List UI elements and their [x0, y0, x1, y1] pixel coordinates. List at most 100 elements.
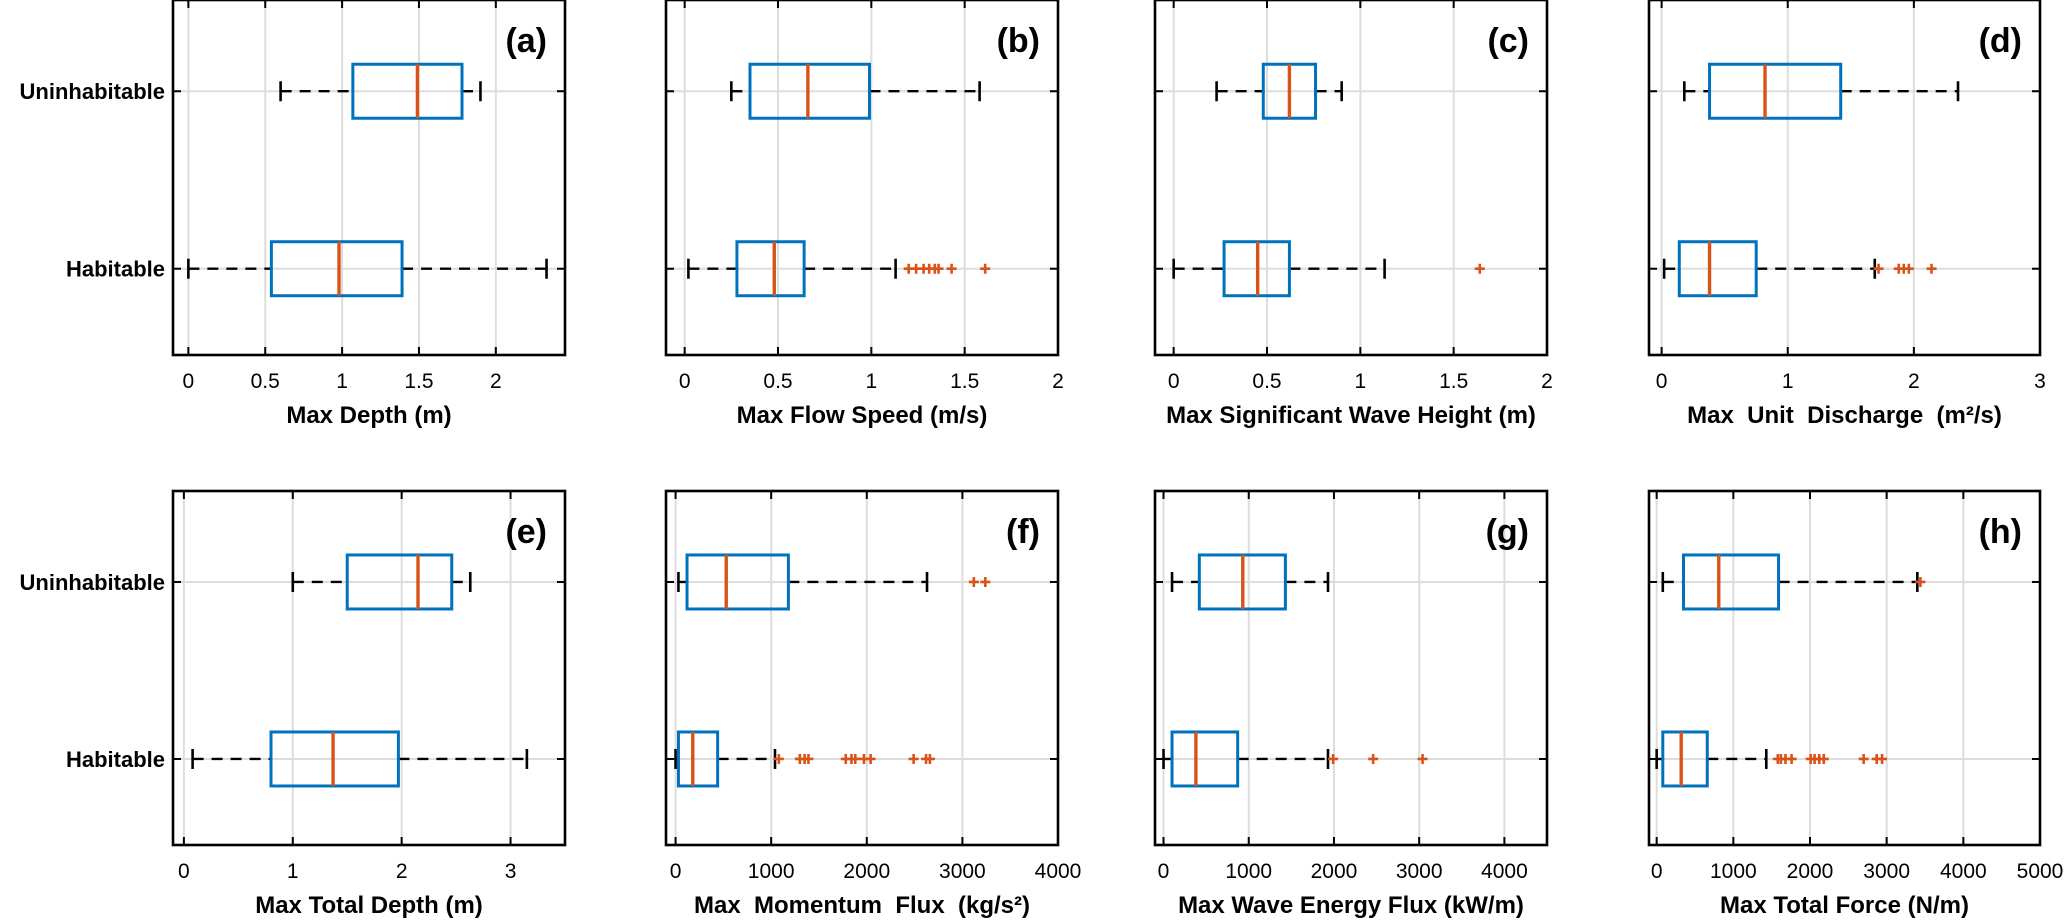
x-tick-label: 2: [1052, 370, 1064, 393]
outlier-marker: [1328, 753, 1339, 764]
axes-frame: [171, 489, 567, 847]
axes-frame: [1647, 0, 2042, 357]
x-tick-label: 2000: [1787, 860, 1834, 883]
box-iqr: [676, 730, 720, 788]
outlier-marker: [865, 753, 876, 764]
x-axis-label: Max Total Force (N/m): [1720, 892, 1969, 919]
outlier-marker: [850, 753, 861, 764]
x-tick-label: 1: [865, 370, 877, 393]
x-tick-label: 4000: [1940, 860, 1987, 883]
x-tick-label: 2: [1541, 370, 1553, 393]
x-tick-label: 2000: [1311, 860, 1358, 883]
x-axis-label: Max Depth (m): [286, 402, 451, 429]
axes-frame: [1153, 0, 1549, 357]
box-iqr: [345, 553, 454, 611]
box-iqr: [748, 62, 871, 120]
x-axis-label: Max Momentum Flux (kg/s²): [694, 892, 1030, 919]
outlier-marker: [803, 753, 814, 764]
outlier-marker: [968, 576, 979, 587]
outlier-marker: [1786, 753, 1797, 764]
box-iqr: [735, 240, 806, 298]
x-tick-label: 1.5: [1439, 370, 1468, 393]
x-tick-label: 0.5: [1252, 370, 1281, 393]
x-tick-label: 1: [1782, 370, 1794, 393]
x-tick-label: 4000: [1035, 860, 1082, 883]
x-axis-label: Max Unit Discharge (m²/s): [1687, 402, 2002, 429]
x-tick-label: 0: [670, 860, 682, 883]
outlier-marker: [908, 753, 919, 764]
x-tick-label: 0: [1158, 860, 1170, 883]
outlier-marker: [1417, 753, 1428, 764]
y-category-label: Habitable: [66, 257, 165, 282]
x-tick-label: 3: [2034, 370, 2046, 393]
x-tick-label: 1000: [1225, 860, 1272, 883]
panel-label: (g): [1486, 513, 1529, 551]
x-axis-label: Max Significant Wave Height (m): [1166, 402, 1536, 429]
x-tick-label: 1: [287, 860, 299, 883]
x-tick-label: 0: [178, 860, 190, 883]
outlier-marker: [1858, 753, 1869, 764]
x-tick-label: 3: [505, 860, 517, 883]
panel-label: (c): [1487, 22, 1529, 60]
box-iqr: [685, 553, 790, 611]
panel-label: (h): [1979, 513, 2022, 551]
axes-frame: [171, 0, 567, 357]
outlier-marker: [1926, 263, 1937, 274]
box-iqr: [1170, 730, 1240, 788]
outlier-marker: [980, 576, 991, 587]
outlier-marker: [946, 263, 957, 274]
panel-label: (a): [505, 22, 547, 60]
y-category-label: Uninhabitable: [20, 79, 165, 104]
y-category-label: Uninhabitable: [20, 570, 165, 595]
x-tick-label: 0.5: [251, 370, 280, 393]
x-tick-label: 0: [1656, 370, 1668, 393]
axes-frame: [664, 489, 1060, 847]
x-axis-label: Max Total Depth (m): [255, 892, 483, 919]
panel-a: 0 0.5 1 1.5 2 Uninhabitable Habitable Max Depth…: [20, 0, 567, 429]
outlier-marker: [1873, 263, 1884, 274]
x-tick-label: 5000: [2017, 860, 2064, 883]
panel-d: 0 1 2 3 Max Unit Discharge (m²/s) (d): [1647, 0, 2046, 429]
box-iqr: [1708, 62, 1843, 120]
outlier-marker: [1915, 576, 1926, 587]
box-iqr: [269, 240, 404, 298]
x-tick-label: 3000: [939, 860, 986, 883]
outlier-marker: [1903, 263, 1914, 274]
box-iqr: [351, 62, 464, 120]
axes-frame: [664, 0, 1060, 357]
box-iqr: [1677, 240, 1758, 298]
axes-frame: [1153, 489, 1549, 847]
x-tick-label: 1000: [1710, 860, 1757, 883]
panel-e: 0 1 2 3 Uninhabitable Habitable Max Total Dept…: [20, 489, 567, 919]
box-iqr: [1661, 730, 1709, 788]
outlier-marker: [773, 753, 784, 764]
panel-h: 0 1000 2000 3000 4000 5000 Max Total Force (N/…: [1647, 489, 2064, 919]
box-iqr: [1682, 553, 1781, 611]
x-tick-label: 2000: [843, 860, 890, 883]
x-tick-label: 1000: [748, 860, 795, 883]
x-tick-label: 2: [1908, 370, 1920, 393]
x-tick-label: 1: [1354, 370, 1366, 393]
axes-frame: [1647, 489, 2042, 847]
x-tick-label: 3000: [1396, 860, 1443, 883]
x-tick-label: 2: [396, 860, 408, 883]
x-axis-label: Max Flow Speed (m/s): [737, 402, 988, 429]
panel-label: (e): [505, 513, 547, 551]
x-tick-label: 2: [490, 370, 502, 393]
panel-label: (f): [1006, 513, 1040, 551]
outlier-marker: [1474, 263, 1485, 274]
panel-label: (d): [1979, 22, 2022, 60]
outlier-marker: [933, 263, 944, 274]
panel-label: (b): [997, 22, 1040, 60]
panel-g: 0 1000 2000 3000 4000 Max Wave Energy Flux (k…: [1153, 489, 1549, 919]
x-tick-label: 0.5: [763, 370, 792, 393]
x-tick-label: 3000: [1863, 860, 1910, 883]
x-axis-label: Max Wave Energy Flux (kW/m): [1178, 892, 1524, 919]
outlier-marker: [1877, 753, 1888, 764]
outlier-marker: [924, 753, 935, 764]
outlier-marker: [1368, 753, 1379, 764]
x-tick-label: 0: [183, 370, 195, 393]
